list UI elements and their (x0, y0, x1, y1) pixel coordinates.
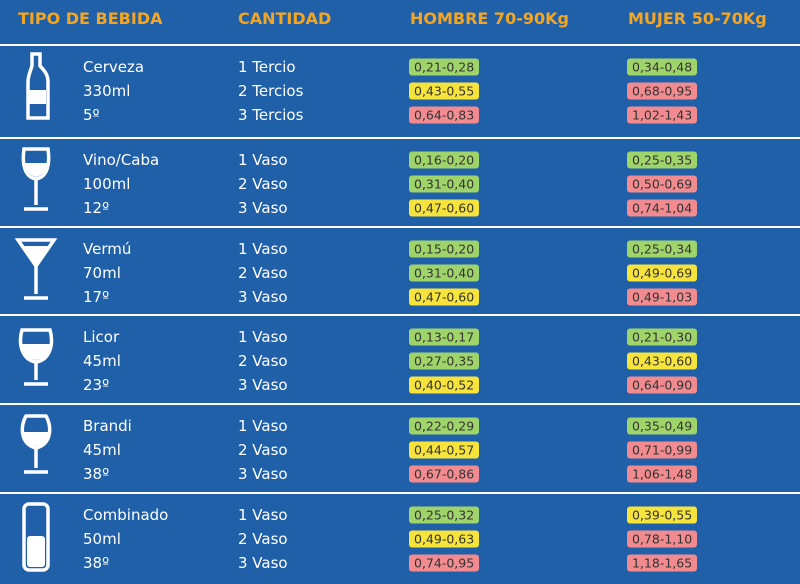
column-header: CANTIDAD (238, 9, 332, 28)
tumbler-icon (22, 502, 50, 572)
men-range: 0,16-0,20 (409, 151, 480, 169)
drink-info: Vino/Caba (83, 151, 160, 169)
quantity: 3 Vaso (238, 376, 288, 394)
women-range: 0,74-1,04 (627, 199, 698, 217)
column-header: MUJER 50-70Kg (628, 9, 767, 28)
quantity: 2 Tercios (238, 82, 304, 100)
drink-info: 23º (83, 376, 110, 394)
drink-info: 330ml (83, 82, 131, 100)
women-range: 0,43-0,60 (627, 352, 698, 370)
men-range: 0,67-0,86 (409, 465, 480, 483)
bottle-icon (26, 52, 50, 120)
martini-icon (14, 238, 58, 300)
women-range: 1,02-1,43 (627, 106, 698, 124)
drink-info: 12º (83, 199, 110, 217)
men-range: 0,21-0,28 (409, 58, 480, 76)
women-range: 0,64-0,90 (627, 376, 698, 394)
men-range: 0,47-0,60 (409, 288, 480, 306)
women-range: 0,50-0,69 (627, 175, 698, 193)
quantity: 3 Vaso (238, 554, 288, 572)
women-range: 0,68-0,95 (627, 82, 698, 100)
men-range: 0,15-0,20 (409, 240, 480, 258)
quantity: 2 Vaso (238, 264, 288, 282)
drink-info: 45ml (83, 352, 121, 370)
men-range: 0,47-0,60 (409, 199, 480, 217)
drink-info: 70ml (83, 264, 121, 282)
women-range: 0,78-1,10 (627, 530, 698, 548)
men-range: 0,74-0,95 (409, 554, 480, 572)
men-range: 0,44-0,57 (409, 441, 480, 459)
quantity: 2 Vaso (238, 441, 288, 459)
drink-info: Combinado (83, 506, 169, 524)
women-range: 0,35-0,49 (627, 417, 698, 435)
men-range: 0,49-0,63 (409, 530, 480, 548)
quantity: 2 Vaso (238, 352, 288, 370)
women-range: 0,25-0,35 (627, 151, 698, 169)
women-range: 0,49-0,69 (627, 264, 698, 282)
quantity: 1 Vaso (238, 151, 288, 169)
drink-info: 17º (83, 288, 110, 306)
quantity: 3 Vaso (238, 199, 288, 217)
women-range: 0,21-0,30 (627, 328, 698, 346)
quantity: 1 Vaso (238, 328, 288, 346)
drink-info: Cerveza (83, 58, 145, 76)
men-range: 0,25-0,32 (409, 506, 480, 524)
women-range: 0,25-0,34 (627, 240, 698, 258)
quantity: 2 Vaso (238, 530, 288, 548)
men-range: 0,31-0,40 (409, 175, 480, 193)
men-range: 0,43-0,55 (409, 82, 480, 100)
women-range: 1,06-1,48 (627, 465, 698, 483)
drink-info: Vermú (83, 240, 132, 258)
quantity: 3 Vaso (238, 288, 288, 306)
column-header: HOMBRE 70-90Kg (410, 9, 569, 28)
men-range: 0,40-0,52 (409, 376, 480, 394)
drink-info: Brandi (83, 417, 132, 435)
drink-info: 45ml (83, 441, 121, 459)
quantity: 3 Vaso (238, 465, 288, 483)
drink-info: 50ml (83, 530, 121, 548)
brandy-glass-icon (20, 414, 52, 474)
women-range: 0,34-0,48 (627, 58, 698, 76)
row-separator (0, 492, 800, 494)
quantity: 2 Vaso (238, 175, 288, 193)
men-range: 0,64-0,83 (409, 106, 480, 124)
men-range: 0,13-0,17 (409, 328, 480, 346)
women-range: 1,18-1,65 (627, 554, 698, 572)
men-range: 0,22-0,29 (409, 417, 480, 435)
quantity: 1 Tercio (238, 58, 296, 76)
drink-info: 38º (83, 554, 110, 572)
drink-info: 5º (83, 106, 100, 124)
column-header: TIPO DE BEBIDA (18, 9, 163, 28)
quantity: 1 Vaso (238, 417, 288, 435)
men-range: 0,31-0,40 (409, 264, 480, 282)
liqueur-glass-icon (18, 328, 54, 386)
wine-glass-icon (21, 147, 51, 211)
quantity: 3 Tercios (238, 106, 304, 124)
row-separator (0, 226, 800, 228)
women-range: 0,39-0,55 (627, 506, 698, 524)
row-separator (0, 137, 800, 139)
row-separator (0, 314, 800, 316)
row-separator (0, 403, 800, 405)
drink-info: 100ml (83, 175, 131, 193)
quantity: 1 Vaso (238, 240, 288, 258)
drink-info: 38º (83, 465, 110, 483)
men-range: 0,27-0,35 (409, 352, 480, 370)
row-separator (0, 44, 800, 46)
women-range: 0,49-1,03 (627, 288, 698, 306)
quantity: 1 Vaso (238, 506, 288, 524)
drink-info: Licor (83, 328, 120, 346)
women-range: 0,71-0,99 (627, 441, 698, 459)
